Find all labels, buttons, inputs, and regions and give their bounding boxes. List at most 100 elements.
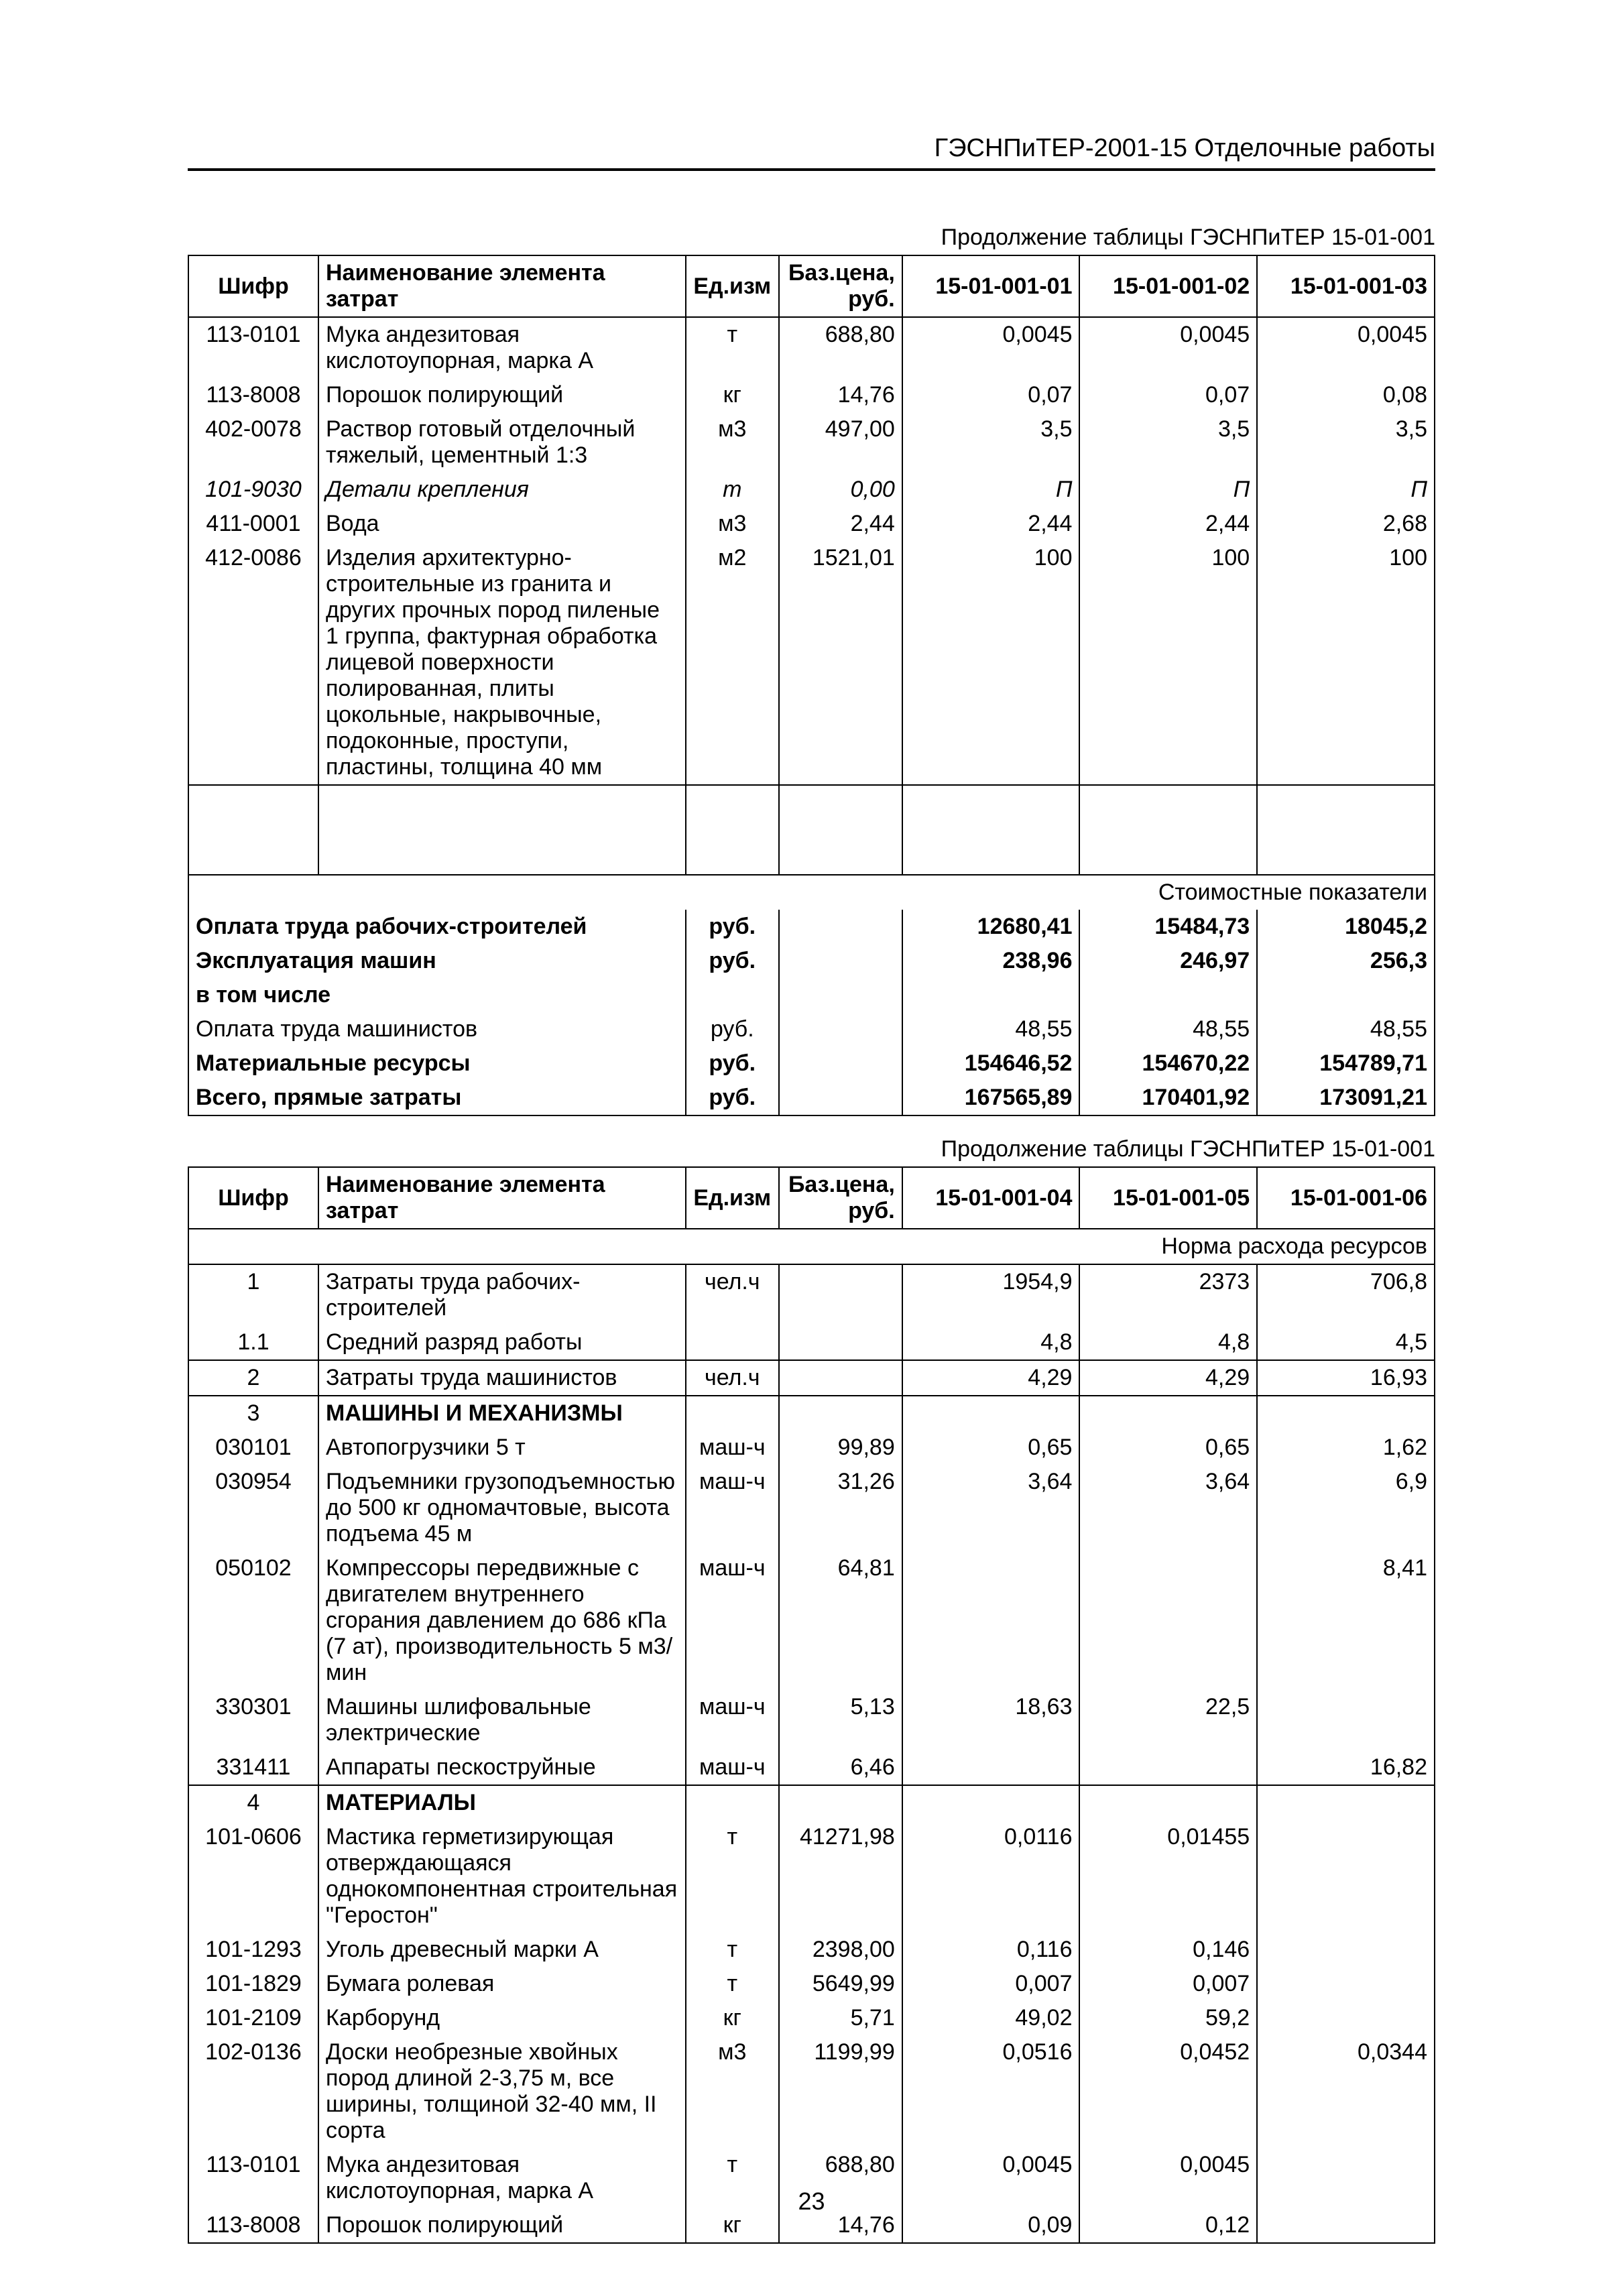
cell-price: 41271,98 — [779, 1820, 902, 1933]
col-header: Баз.цена, руб. — [779, 1167, 902, 1229]
table-row: 331411Аппараты пескоструйныемаш-ч6,4616,… — [188, 1750, 1435, 1785]
col-header: Шифр — [188, 255, 318, 317]
cell-name: Доски необрезные хвойных пород длиной 2-… — [318, 2035, 686, 2148]
col-header: Наименование элемента затрат — [318, 1167, 686, 1229]
cell-unit: т — [686, 317, 779, 378]
cell-value: 0,0452 — [1079, 2035, 1257, 2148]
cell-unit: кг — [686, 378, 779, 412]
cost-value: 154789,71 — [1257, 1046, 1435, 1081]
cell-value: 0,007 — [902, 1967, 1080, 2001]
cell-value — [1079, 1785, 1257, 1820]
cell-price: 0,00 — [779, 473, 902, 507]
cell-code: 030101 — [188, 1431, 318, 1465]
cost-label: Материальные ресурсы — [188, 1046, 686, 1081]
cell-price — [779, 1396, 902, 1431]
cell-value — [1257, 1690, 1435, 1750]
cell-code: 330301 — [188, 1690, 318, 1750]
cell-value: 18,63 — [902, 1690, 1080, 1750]
table-row: 113-8008Порошок полирующийкг14,760,070,0… — [188, 378, 1435, 412]
cell-name: Детали крепления — [318, 473, 686, 507]
cell-name: Затраты труда машинистов — [318, 1360, 686, 1396]
cell-value — [1257, 1396, 1435, 1431]
cell-value: 3,5 — [1257, 412, 1435, 473]
cell-value: 706,8 — [1257, 1264, 1435, 1325]
table-row: 101-2109Карборундкг5,7149,0259,2 — [188, 2001, 1435, 2035]
norm-label: Норма расхода ресурсов — [188, 1229, 1435, 1264]
cell-unit: т — [686, 1967, 779, 2001]
cell-value: 2373 — [1079, 1264, 1257, 1325]
col-header: 15-01-001-02 — [1079, 255, 1257, 317]
spacer-row — [188, 785, 1435, 875]
cost-value: 154646,52 — [902, 1046, 1080, 1081]
cell-code: 1.1 — [188, 1325, 318, 1360]
table-row: 1.1Средний разряд работы4,84,84,5 — [188, 1325, 1435, 1360]
cost-label: Оплата труда машинистов — [188, 1012, 686, 1046]
table-row: 101-0606Мастика герметизирующая отвержда… — [188, 1820, 1435, 1933]
cost-blank — [779, 1046, 902, 1081]
table-1: Шифр Наименование элемента затрат Ед.изм… — [188, 255, 1435, 1116]
cell-price: 2,44 — [779, 507, 902, 541]
cell-value: 100 — [1257, 541, 1435, 785]
table-1-head: Шифр Наименование элемента затрат Ед.изм… — [188, 255, 1435, 317]
cell-code: 101-1829 — [188, 1967, 318, 2001]
cell-code: 2 — [188, 1360, 318, 1396]
cell-unit: чел.ч — [686, 1360, 779, 1396]
cell-unit: м3 — [686, 412, 779, 473]
table-row: 113-0101Мука андезитовая кислотоупорная,… — [188, 317, 1435, 378]
cell-unit — [686, 1785, 779, 1820]
cell-unit: т — [686, 1933, 779, 1967]
cell-price: 497,00 — [779, 412, 902, 473]
cell-value: 22,5 — [1079, 1690, 1257, 1750]
cell-value: 6,9 — [1257, 1465, 1435, 1551]
cell-code: 331411 — [188, 1750, 318, 1785]
col-header: Наименование элемента затрат — [318, 255, 686, 317]
table-row: 412-0086Изделия архитектурно-строительны… — [188, 541, 1435, 785]
col-header: Шифр — [188, 1167, 318, 1229]
table-1-cost-body: Оплата труда рабочих-строителейруб.12680… — [188, 910, 1435, 1115]
cell-value: 0,0045 — [902, 317, 1080, 378]
cell-value: 16,82 — [1257, 1750, 1435, 1785]
cell-unit: м2 — [686, 541, 779, 785]
cell-code: 050102 — [188, 1551, 318, 1690]
cell-value: 59,2 — [1079, 2001, 1257, 2035]
cost-unit: руб. — [686, 910, 779, 944]
cell-unit: кг — [686, 2001, 779, 2035]
cell-price: 5649,99 — [779, 1967, 902, 2001]
cell-price — [779, 1360, 902, 1396]
cell-code: 113-8008 — [188, 378, 318, 412]
cell-unit: т — [686, 473, 779, 507]
table-row: 101-1293Уголь древесный марки Ат2398,000… — [188, 1933, 1435, 1967]
cell-value: 0,0045 — [1079, 317, 1257, 378]
cell-unit — [686, 1396, 779, 1431]
cost-value: 48,55 — [902, 1012, 1080, 1046]
page-header: ГЭСНПиТЕР-2001-15 Отделочные работы — [188, 134, 1435, 171]
cell-price — [779, 1785, 902, 1820]
table-2-norm-section: Норма расхода ресурсов — [188, 1229, 1435, 1264]
cost-row: Материальные ресурсыруб.154646,52154670,… — [188, 1046, 1435, 1081]
page-number: 23 — [0, 2187, 1623, 2216]
table-row: 3МАШИНЫ И МЕХАНИЗМЫ — [188, 1396, 1435, 1431]
table-2: Шифр Наименование элемента затрат Ед.изм… — [188, 1166, 1435, 2244]
cost-label: Всего, прямые затраты — [188, 1081, 686, 1115]
cell-price: 1199,99 — [779, 2035, 902, 2148]
cell-code: 101-9030 — [188, 473, 318, 507]
cost-value — [1079, 978, 1257, 1012]
cell-price — [779, 1264, 902, 1325]
cell-code: 030954 — [188, 1465, 318, 1551]
col-header: 15-01-001-03 — [1257, 255, 1435, 317]
cell-value: 8,41 — [1257, 1551, 1435, 1690]
cell-value: 0,65 — [902, 1431, 1080, 1465]
cell-value: 4,8 — [902, 1325, 1080, 1360]
cell-name: Уголь древесный марки А — [318, 1933, 686, 1967]
cost-unit: руб. — [686, 944, 779, 978]
cell-value — [1257, 1933, 1435, 1967]
table-row: 1Затраты труда рабочих-строителейчел.ч19… — [188, 1264, 1435, 1325]
table-row: 2Затраты труда машинистовчел.ч4,294,2916… — [188, 1360, 1435, 1396]
continuation-label-1: Продолжение таблицы ГЭСНПиТЕР 15-01-001 — [188, 225, 1435, 251]
cost-unit: руб. — [686, 1046, 779, 1081]
table-row: 050102Компрессоры передвижные с двигател… — [188, 1551, 1435, 1690]
table-row: 402-0078Раствор готовый отделочный тяжел… — [188, 412, 1435, 473]
cost-blank — [779, 1012, 902, 1046]
cell-unit: т — [686, 1820, 779, 1933]
cell-name: Бумага ролевая — [318, 1967, 686, 2001]
